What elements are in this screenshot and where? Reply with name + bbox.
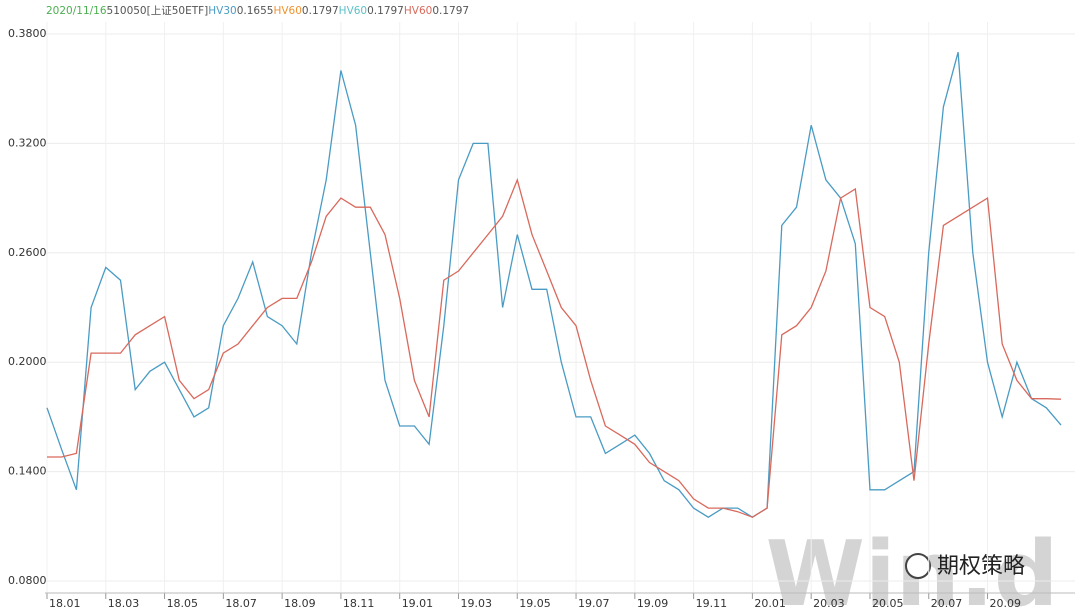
header-item: 0.1797 [302,5,339,17]
header-item: HV30 [208,5,236,17]
series-line [46,52,1062,518]
header-item: 0.1797 [367,5,404,17]
wechat-icon [905,553,931,579]
y-tick-label: 0.2600 [8,246,47,259]
x-tick-label: 19.03 [460,597,492,610]
header-item: 0.1655 [237,5,274,17]
x-tick-label: 18.05 [167,597,199,610]
x-tick-label: 18.09 [284,597,316,610]
x-tick-label: 20.09 [990,597,1022,610]
x-tick-label: 20.01 [754,597,786,610]
x-tick-label: 20.07 [931,597,963,610]
x-tick-label: 18.07 [225,597,257,610]
series-line [47,177,1062,518]
x-tick-label: 20.03 [813,597,845,610]
x-tick-label: 19.05 [519,597,551,610]
x-tick-label: 20.05 [872,597,904,610]
y-tick-label: 0.2000 [8,355,47,368]
x-tick-label: 19.01 [402,597,434,610]
x-tick-label: 19.11 [696,597,728,610]
header-item: 0.1797 [432,5,469,17]
x-tick-label: 18.01 [49,597,81,610]
header-item: 2020/11/16 [46,5,107,17]
y-tick-label: 0.3200 [8,136,47,149]
header-item: HV60 [339,5,367,17]
y-tick-label: 0.1400 [8,465,47,478]
x-tick-label: 19.07 [578,597,610,610]
header-item: HV60 [273,5,301,17]
x-tick-label: 18.03 [108,597,140,610]
y-tick-label: 0.0800 [8,574,47,587]
header-item: 510050[上证50ETF] [107,5,209,17]
header: 2020/11/16510050[上证50ETF]HV300.1655HV600… [46,5,469,17]
badge: 期权策略 [937,554,1025,579]
y-tick-label: 0.3800 [8,27,47,40]
header-item: HV60 [404,5,432,17]
x-tick-label: 19.09 [637,597,669,610]
x-tick-label: 18.11 [343,597,375,610]
